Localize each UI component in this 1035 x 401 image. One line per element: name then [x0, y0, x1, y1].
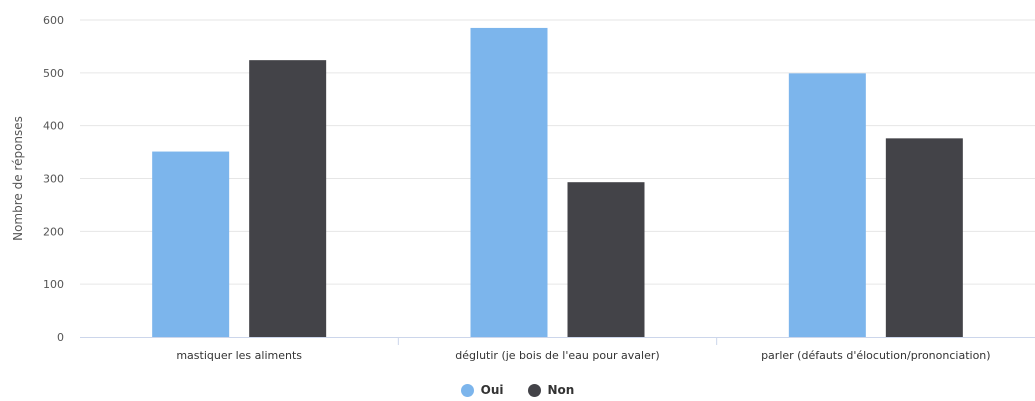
legend-item-oui[interactable]: Oui: [460, 383, 504, 397]
x-category-label: déglutir (je bois de l'eau pour avaler): [455, 349, 659, 362]
bar-non-2[interactable]: [885, 138, 963, 337]
legend: Oui Non: [0, 383, 1035, 397]
x-category-label: parler (défauts d'élocution/prononciatio…: [761, 349, 991, 362]
y-axis-ticks: 0 100 200 300 400 500 600: [43, 14, 64, 344]
y-tick-label: 300: [43, 173, 64, 186]
y-tick-label: 400: [43, 120, 64, 133]
y-axis-title: Nombre de réponses: [11, 116, 25, 241]
legend-label-non: Non: [547, 383, 575, 397]
y-tick-label: 500: [43, 67, 64, 80]
legend-label-oui: Oui: [480, 383, 504, 397]
y-tick-label: 100: [43, 278, 64, 291]
y-tick-label: 200: [43, 225, 64, 238]
x-axis: [80, 337, 1035, 345]
bar-oui-2[interactable]: [788, 73, 866, 337]
bars: [152, 27, 963, 338]
y-tick-label: 0: [57, 331, 64, 344]
legend-swatch-oui: [460, 383, 474, 397]
bar-oui-1[interactable]: [470, 27, 548, 338]
bar-non-0[interactable]: [249, 60, 327, 338]
legend-swatch-non: [527, 383, 541, 397]
x-axis-category-labels: mastiquer les aliments déglutir (je bois …: [176, 349, 990, 362]
gridlines: [80, 19, 1035, 285]
bar-non-1[interactable]: [567, 182, 645, 337]
bar-chart: 0 100 200 300 400 500 600 mastiquer les alimen…: [11, 14, 1035, 362]
x-category-label: mastiquer les aliments: [176, 349, 302, 362]
bar-oui-0[interactable]: [152, 151, 230, 337]
legend-item-non[interactable]: Non: [527, 383, 575, 397]
y-tick-label: 600: [43, 14, 64, 27]
